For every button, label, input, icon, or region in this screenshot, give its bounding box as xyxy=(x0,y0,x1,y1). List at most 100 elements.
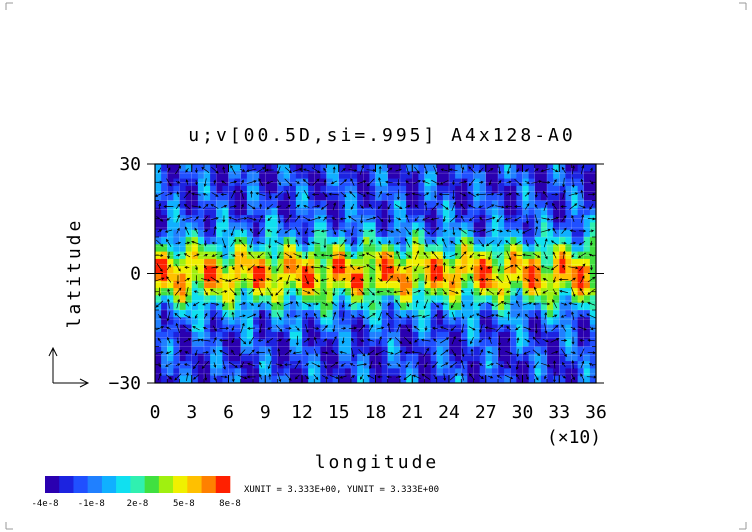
wind-vector xyxy=(533,286,539,297)
field-cell xyxy=(583,237,591,245)
field-cell xyxy=(283,331,291,340)
field-cell xyxy=(173,193,180,201)
wind-vector xyxy=(277,179,282,186)
wind-vector xyxy=(191,192,201,196)
wind-vector xyxy=(248,251,255,259)
wind-vector xyxy=(323,179,327,185)
field-cell xyxy=(320,258,327,267)
field-cell xyxy=(204,331,211,340)
field-cell xyxy=(504,317,511,325)
field-cell xyxy=(571,310,579,318)
field-cell xyxy=(498,288,505,296)
field-cell xyxy=(498,207,505,216)
field-cell xyxy=(277,171,285,179)
field-cell xyxy=(320,317,327,325)
field-cell xyxy=(185,164,193,172)
field-cell xyxy=(510,222,517,231)
field-cell xyxy=(191,310,199,318)
field-cell xyxy=(253,288,260,296)
field-cell xyxy=(253,229,260,238)
wind-vector xyxy=(544,311,548,320)
field-cell xyxy=(332,346,340,355)
field-cell xyxy=(381,207,389,216)
field-cell xyxy=(277,237,285,245)
field-cell xyxy=(204,207,211,216)
wind-vector xyxy=(194,227,199,234)
wind-vector xyxy=(484,277,496,281)
wind-vector xyxy=(405,205,411,208)
wind-vector xyxy=(304,275,309,285)
field-cell xyxy=(534,164,542,172)
wind-vector xyxy=(265,168,274,172)
field-cell xyxy=(504,368,511,377)
wind-vector xyxy=(424,362,428,368)
wind-vector xyxy=(284,252,293,259)
wind-vector xyxy=(559,289,568,293)
field-cell xyxy=(179,310,187,318)
field-cell xyxy=(577,185,585,194)
field-cell xyxy=(253,171,260,179)
field-cell xyxy=(161,258,168,267)
colorbar-swatch xyxy=(144,476,160,493)
field-cell xyxy=(216,222,223,231)
field-cell xyxy=(424,207,432,216)
field-cell xyxy=(228,324,236,333)
field-cell xyxy=(259,185,266,194)
field-cell xyxy=(155,346,162,355)
field-cell xyxy=(461,339,468,347)
field-cell xyxy=(295,222,303,231)
field-cell xyxy=(375,368,383,377)
field-cell xyxy=(534,317,542,325)
field-cell xyxy=(528,178,536,187)
field-cell xyxy=(357,346,364,355)
wind-vector xyxy=(175,253,181,257)
wind-vector xyxy=(552,299,558,309)
field-cell xyxy=(553,171,560,179)
field-cell xyxy=(185,251,193,260)
wind-vector xyxy=(579,314,585,318)
wind-vector xyxy=(424,275,428,285)
field-cell xyxy=(204,295,211,304)
field-cell xyxy=(271,273,278,282)
field-cell xyxy=(338,317,346,325)
field-cell xyxy=(191,171,199,179)
field-cell xyxy=(577,244,585,252)
field-cell xyxy=(302,280,309,289)
field-cell xyxy=(583,295,591,304)
wind-vector xyxy=(284,363,292,367)
field-cell xyxy=(473,273,481,282)
field-cell xyxy=(375,353,383,362)
field-cell xyxy=(387,310,395,318)
field-cell xyxy=(302,164,309,172)
wind-vector xyxy=(304,227,309,235)
field-cell xyxy=(277,244,285,252)
field-cell xyxy=(406,324,413,333)
field-cell xyxy=(253,361,260,369)
field-cell xyxy=(295,317,303,325)
wind-vector xyxy=(183,314,191,319)
wind-vector xyxy=(420,338,431,342)
field-cell xyxy=(559,339,566,347)
wind-vector xyxy=(460,203,466,210)
wind-vector xyxy=(385,312,393,320)
field-cell xyxy=(577,361,585,369)
field-cell xyxy=(442,200,450,209)
wind-vector xyxy=(350,276,355,283)
wind-vector xyxy=(441,314,447,319)
wind-vector xyxy=(460,215,465,222)
field-cell xyxy=(253,207,260,216)
field-cell xyxy=(271,331,278,340)
wind-vector xyxy=(550,264,559,271)
wind-vector xyxy=(405,180,410,184)
wind-vector xyxy=(524,266,530,269)
field-cell xyxy=(351,295,358,304)
field-cell xyxy=(455,185,462,194)
field-cell xyxy=(547,375,554,383)
field-cell xyxy=(332,164,340,172)
field-cell xyxy=(559,258,566,267)
wind-vector xyxy=(202,351,210,354)
wind-vector xyxy=(544,374,547,380)
field-cell xyxy=(271,244,278,252)
field-cell xyxy=(412,178,419,187)
field-cell xyxy=(522,164,530,172)
